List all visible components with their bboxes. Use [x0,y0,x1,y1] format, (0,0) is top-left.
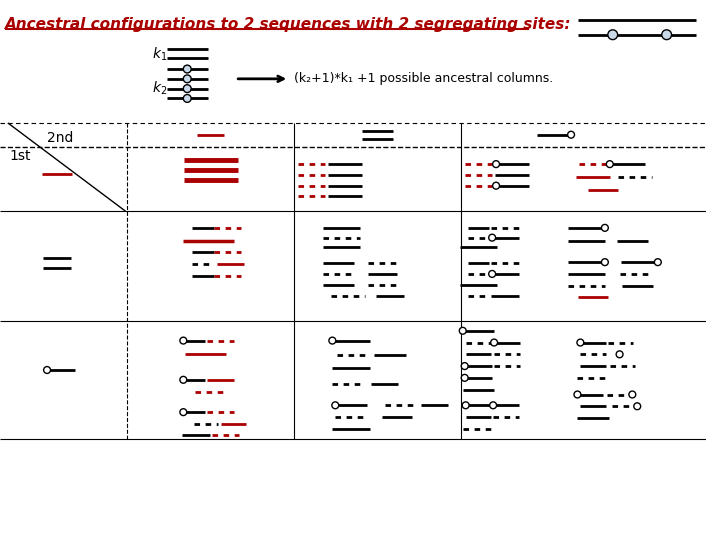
Circle shape [608,30,618,39]
Circle shape [459,327,466,334]
Text: Ancestral configurations to 2 sequences with 2 segregating sites:: Ancestral configurations to 2 sequences … [5,17,572,32]
Circle shape [490,339,498,346]
Circle shape [662,30,672,39]
Circle shape [184,65,192,73]
Circle shape [574,391,581,398]
Text: (k₂+1)*k₁ +1 possible ancestral columns.: (k₂+1)*k₁ +1 possible ancestral columns. [294,72,554,85]
Circle shape [601,259,608,266]
Circle shape [634,403,641,410]
Circle shape [184,85,192,92]
Circle shape [606,161,613,167]
Circle shape [180,337,186,344]
Circle shape [490,402,497,409]
Circle shape [184,75,192,83]
Circle shape [489,271,495,278]
Circle shape [44,367,50,374]
Circle shape [629,391,636,398]
Circle shape [492,161,500,167]
Circle shape [462,402,469,409]
Text: 1st: 1st [10,150,31,164]
Circle shape [180,409,186,416]
Circle shape [654,259,661,266]
Circle shape [180,376,186,383]
Circle shape [184,94,192,103]
Circle shape [329,337,336,344]
Circle shape [489,234,495,241]
Text: 2nd: 2nd [47,131,73,145]
Text: $k_1$: $k_1$ [152,45,167,63]
Circle shape [462,363,468,369]
Circle shape [462,374,468,381]
Circle shape [577,339,584,346]
Circle shape [332,402,338,409]
Circle shape [601,225,608,231]
Circle shape [492,183,500,189]
Circle shape [567,131,575,138]
Text: $k_2$: $k_2$ [152,80,167,97]
Circle shape [616,351,623,357]
